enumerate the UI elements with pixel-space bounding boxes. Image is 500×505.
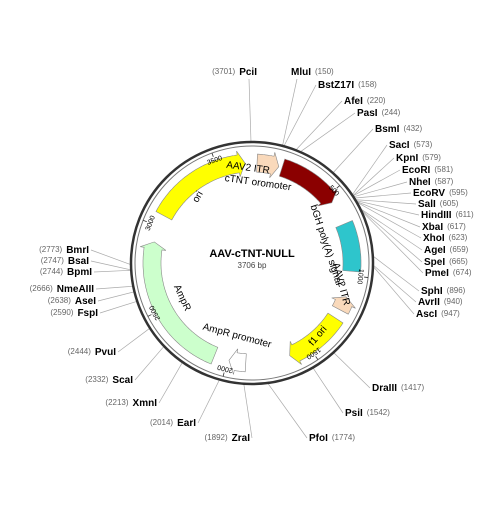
site-position: (1774) bbox=[332, 433, 355, 442]
site-name: PvuI bbox=[95, 347, 116, 358]
site-position: (595) bbox=[449, 188, 468, 197]
site-position: (2744) bbox=[40, 267, 63, 276]
site-name: MluI bbox=[291, 67, 311, 78]
site-name: FspI bbox=[77, 308, 98, 319]
site-position: (150) bbox=[315, 67, 334, 76]
site-name: BsmI bbox=[375, 124, 400, 135]
site-name: EarI bbox=[177, 418, 196, 429]
site-label: (2744) BpmI bbox=[40, 267, 92, 278]
site-name: KpnI bbox=[396, 153, 418, 164]
site-position: (220) bbox=[367, 96, 386, 105]
site-name: HindIII bbox=[421, 210, 452, 221]
site-label: (2666) NmeAIII bbox=[30, 284, 95, 295]
site-label: EcoRV (595) bbox=[413, 188, 468, 199]
site-label: HindIII (611) bbox=[421, 210, 474, 221]
site-name: BpmI bbox=[67, 267, 92, 278]
site-position: (3701) bbox=[212, 67, 235, 76]
site-name: BmrI bbox=[66, 245, 89, 256]
site-position: (581) bbox=[434, 165, 453, 174]
site-position: (947) bbox=[441, 309, 460, 318]
site-name: SpeI bbox=[424, 257, 445, 268]
site-name: ZraI bbox=[232, 433, 251, 444]
plasmid-name: AAV-cTNT-NULL bbox=[209, 248, 295, 260]
site-position: (2444) bbox=[68, 347, 91, 356]
site-name: DraIII bbox=[372, 383, 397, 394]
site-position: (573) bbox=[414, 140, 433, 149]
site-name: ScaI bbox=[112, 375, 133, 386]
site-position: (2332) bbox=[85, 375, 108, 384]
site-position: (2590) bbox=[50, 308, 73, 317]
site-position: (1892) bbox=[205, 433, 228, 442]
site-position: (432) bbox=[403, 124, 422, 133]
site-position: (2213) bbox=[105, 398, 128, 407]
site-name: NmeAIII bbox=[57, 284, 94, 295]
site-position: (158) bbox=[358, 80, 377, 89]
site-position: (1542) bbox=[367, 408, 390, 417]
site-name: EcoRV bbox=[413, 188, 445, 199]
site-label: EcoRI(581) bbox=[402, 165, 453, 176]
site-name: AgeI bbox=[424, 245, 446, 256]
site-name: NheI bbox=[409, 177, 431, 188]
site-name: PasI bbox=[357, 108, 378, 119]
site-position: (579) bbox=[422, 153, 441, 162]
site-name: SacI bbox=[389, 140, 410, 151]
site-name: BsaI bbox=[68, 256, 89, 267]
site-name: SphI bbox=[421, 286, 443, 297]
site-position: (623) bbox=[449, 233, 468, 242]
site-name: PsiI bbox=[345, 408, 363, 419]
site-name: XmnI bbox=[133, 398, 158, 409]
site-position: (1417) bbox=[401, 383, 424, 392]
site-position: (940) bbox=[444, 297, 463, 306]
site-position: (674) bbox=[453, 268, 472, 277]
site-label: (3701) PciI bbox=[212, 67, 257, 78]
site-label: BsmI(432) bbox=[375, 124, 422, 135]
site-name: AseI bbox=[75, 296, 96, 307]
site-label: (2014) EarI bbox=[150, 418, 196, 429]
site-name: AscI bbox=[416, 309, 437, 320]
site-label: (1892) ZraI bbox=[205, 433, 251, 444]
site-position: (2638) bbox=[48, 296, 71, 305]
site-position: (896) bbox=[447, 286, 466, 295]
site-name: PmeI bbox=[425, 268, 449, 279]
site-position: (611) bbox=[456, 210, 474, 219]
site-name: XhoI bbox=[423, 233, 445, 244]
site-position: (2666) bbox=[30, 284, 53, 293]
plasmid-size: 3706 bp bbox=[238, 261, 267, 270]
site-position: (244) bbox=[382, 108, 401, 117]
site-name: PfoI bbox=[309, 433, 328, 444]
site-name: AvrII bbox=[418, 297, 440, 308]
site-position: (605) bbox=[440, 199, 459, 208]
site-position: (587) bbox=[435, 177, 454, 186]
site-name: SalI bbox=[418, 199, 436, 210]
site-label: PfoI (1774) bbox=[309, 433, 355, 444]
site-label: PsiI (1542) bbox=[345, 408, 390, 419]
site-name: EcoRI bbox=[402, 165, 431, 176]
site-position: (2747) bbox=[41, 256, 64, 265]
site-name: XbaI bbox=[422, 222, 443, 233]
site-name: BstZ17I bbox=[318, 80, 354, 91]
site-position: (2014) bbox=[150, 418, 173, 427]
site-name: PciI bbox=[239, 67, 257, 78]
site-position: (617) bbox=[447, 222, 466, 231]
site-position: (2773) bbox=[39, 245, 62, 254]
site-label: BstZ17I (158) bbox=[318, 80, 377, 91]
site-position: (659) bbox=[450, 245, 469, 254]
site-position: (665) bbox=[449, 257, 468, 266]
site-name: AfeI bbox=[344, 96, 363, 107]
site-label: PmeI (674) bbox=[425, 268, 472, 279]
